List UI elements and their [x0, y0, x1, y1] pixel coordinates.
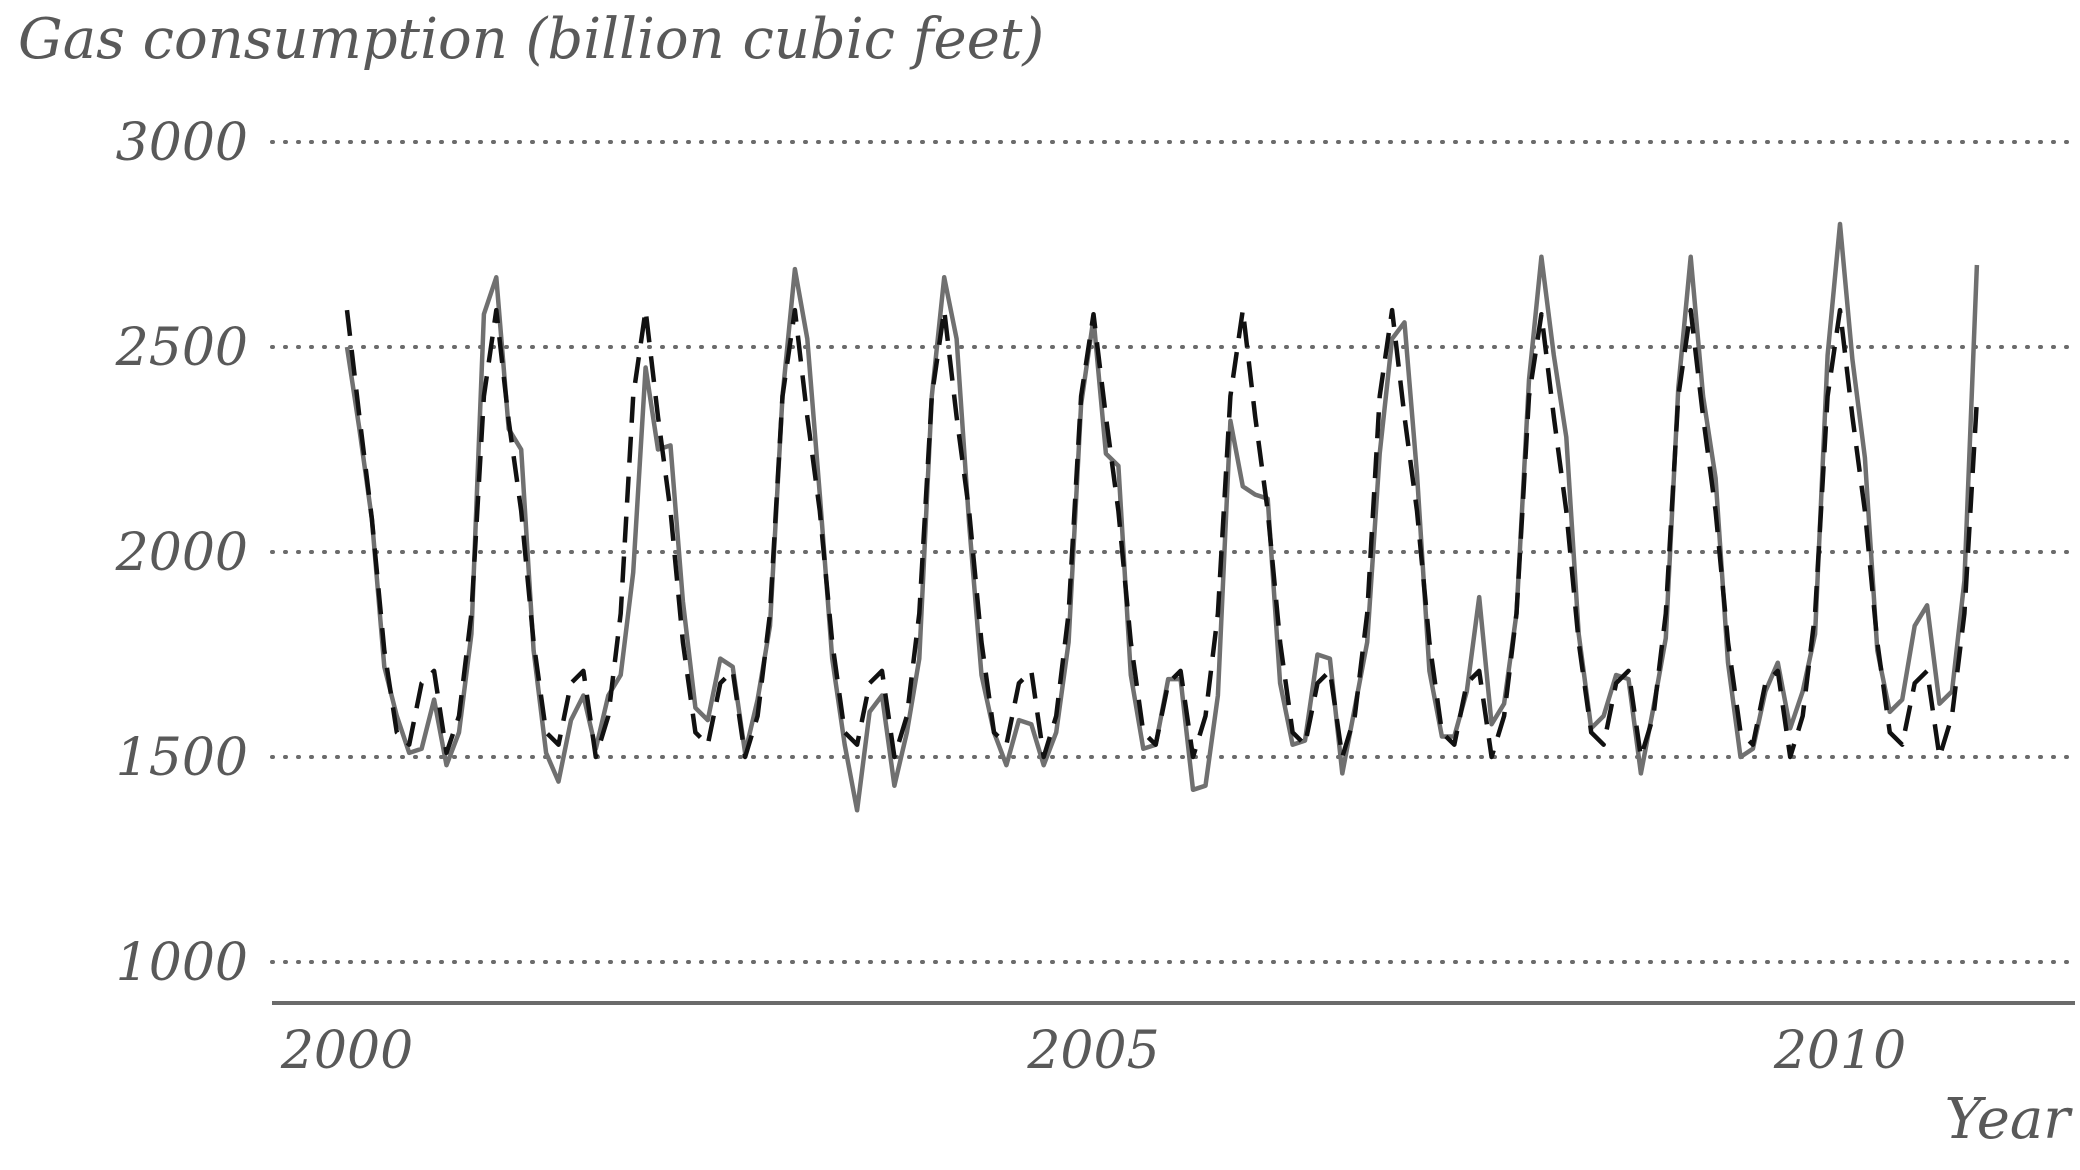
x-axis-label: Year: [1945, 1087, 2074, 1152]
series-group: [344, 221, 1980, 813]
y-tick-label-1000: 1000: [116, 933, 248, 993]
series-line-dashed: [344, 307, 1980, 760]
x-tick-label-2010: 2010: [1773, 1021, 1906, 1081]
y-tick-label-2000: 2000: [115, 523, 248, 583]
y-tick-label-3000: 3000: [116, 113, 248, 173]
y-axis-label: Gas consumption (billion cubic feet): [18, 7, 1044, 72]
x-tick-label-2000: 2000: [280, 1021, 413, 1081]
y-tick-label-1500: 1500: [116, 728, 248, 788]
x-tick-labels: 2000 2005 2010: [280, 1021, 1906, 1081]
gridlines: [270, 140, 2077, 964]
y-tick-labels: 1000 1500 2000 2500 3000: [115, 113, 248, 993]
series-line-solid: [344, 221, 1980, 813]
x-tick-label-2005: 2005: [1026, 1021, 1159, 1081]
y-tick-label-2500: 2500: [115, 318, 248, 378]
